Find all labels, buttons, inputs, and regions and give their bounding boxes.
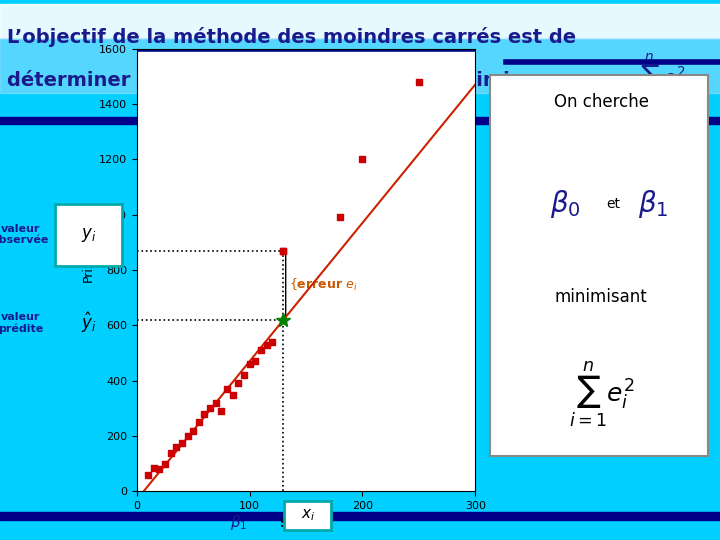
- Point: [193, 418, 204, 427]
- Point: [221, 384, 233, 393]
- Text: valeur
prédite: valeur prédite: [0, 312, 43, 334]
- Point: [204, 404, 216, 413]
- Point: [187, 426, 199, 435]
- Point: [153, 465, 165, 474]
- Point: [148, 463, 160, 472]
- Point: [255, 346, 266, 355]
- Text: $\{$erreur $e_i$: $\{$erreur $e_i$: [289, 277, 358, 293]
- Point: [261, 340, 272, 349]
- Bar: [0, 38, 720, 93]
- Text: déterminer la droite de régression qui minimise: déterminer la droite de régression qui m…: [7, 70, 535, 90]
- Text: Surface: Surface: [279, 517, 333, 530]
- Text: $\sum_{i=1}^{n}e_i^2$: $\sum_{i=1}^{n}e_i^2$: [569, 359, 634, 429]
- Point: [250, 357, 261, 366]
- Point: [216, 407, 228, 415]
- Text: $\beta_1$: $\beta_1$: [230, 513, 247, 532]
- Text: $y_i$: $y_i$: [81, 226, 96, 244]
- Bar: [0, 511, 720, 520]
- Point: [199, 409, 210, 418]
- FancyBboxPatch shape: [55, 204, 122, 266]
- Point: [143, 470, 154, 479]
- Text: $\beta_1$: $\beta_1$: [639, 187, 669, 220]
- Point: [244, 360, 256, 368]
- Point: [266, 338, 278, 346]
- Text: $x_i$: $x_i$: [301, 508, 315, 523]
- Text: $\sum_{i=1}^{n}e_i^2$: $\sum_{i=1}^{n}e_i^2$: [634, 52, 685, 107]
- Text: minimisant: minimisant: [555, 288, 647, 306]
- Point: [334, 213, 346, 222]
- Text: L’objectif de la méthode des moindres carrés est de: L’objectif de la méthode des moindres ca…: [7, 27, 576, 47]
- Text: et: et: [606, 197, 620, 211]
- Point: [171, 443, 182, 451]
- Text: valeur
observée: valeur observée: [0, 224, 49, 245]
- Point: [227, 390, 238, 399]
- Point: [233, 379, 244, 388]
- Point: [210, 399, 222, 407]
- Point: [165, 448, 176, 457]
- Point: [159, 460, 171, 468]
- Bar: [0, 4, 720, 38]
- FancyBboxPatch shape: [490, 75, 708, 456]
- Point: [176, 438, 188, 447]
- Point: [413, 77, 425, 86]
- Point: [181, 432, 193, 441]
- Text: $\hat{y}_i$: $\hat{y}_i$: [81, 311, 96, 335]
- Text: On cherche: On cherche: [554, 93, 649, 111]
- Text: $\beta_0$: $\beta_0$: [550, 187, 581, 220]
- Bar: [0, 117, 720, 124]
- Point: [238, 371, 250, 380]
- Point: [278, 246, 289, 255]
- Y-axis label: Prix: Prix: [82, 258, 95, 282]
- Point: [356, 155, 368, 164]
